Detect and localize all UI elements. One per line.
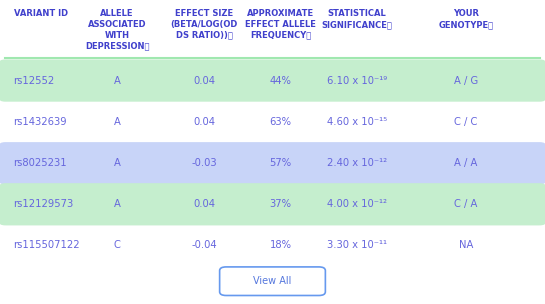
Text: 37%: 37% [270, 199, 292, 209]
FancyBboxPatch shape [220, 267, 325, 295]
Text: 18%: 18% [270, 240, 292, 250]
Text: A: A [114, 117, 120, 126]
Text: 6.10 x 10⁻¹⁹: 6.10 x 10⁻¹⁹ [327, 76, 387, 85]
Text: A: A [114, 199, 120, 209]
Text: rs12552: rs12552 [14, 76, 55, 85]
Text: 4.00 x 10⁻¹²: 4.00 x 10⁻¹² [327, 199, 387, 209]
Text: A / A: A / A [455, 158, 477, 168]
Text: STATISTICAL
SIGNIFICANCEⓘ: STATISTICAL SIGNIFICANCEⓘ [322, 9, 392, 29]
FancyBboxPatch shape [0, 142, 545, 184]
Text: A: A [114, 158, 120, 168]
Text: rs1432639: rs1432639 [14, 117, 67, 126]
Text: 0.04: 0.04 [193, 199, 215, 209]
Text: rs8025231: rs8025231 [14, 158, 67, 168]
Text: A / G: A / G [454, 76, 478, 85]
Text: APPROXIMATE
EFFECT ALLELE
FREQUENCYⓘ: APPROXIMATE EFFECT ALLELE FREQUENCYⓘ [245, 9, 316, 40]
Text: 2.40 x 10⁻¹²: 2.40 x 10⁻¹² [327, 158, 387, 168]
Text: C: C [114, 240, 120, 250]
FancyBboxPatch shape [0, 183, 545, 226]
Text: VARIANT ID: VARIANT ID [14, 9, 68, 18]
Text: 4.60 x 10⁻¹⁵: 4.60 x 10⁻¹⁵ [327, 117, 387, 126]
Text: 44%: 44% [270, 76, 292, 85]
Text: YOUR
GENOTYPEⓘ: YOUR GENOTYPEⓘ [438, 9, 494, 29]
Text: rs12129573: rs12129573 [14, 199, 74, 209]
Text: 0.04: 0.04 [193, 117, 215, 126]
Text: -0.04: -0.04 [191, 240, 217, 250]
Text: 57%: 57% [270, 158, 292, 168]
Text: C / A: C / A [455, 199, 477, 209]
Text: 3.30 x 10⁻¹¹: 3.30 x 10⁻¹¹ [327, 240, 387, 250]
Text: -0.03: -0.03 [191, 158, 217, 168]
Text: 63%: 63% [270, 117, 292, 126]
Text: EFFECT SIZE
(BETA/LOG(OD
DS RATIO))ⓘ: EFFECT SIZE (BETA/LOG(OD DS RATIO))ⓘ [171, 9, 238, 40]
Text: A: A [114, 76, 120, 85]
Text: 0.04: 0.04 [193, 76, 215, 85]
Text: rs115507122: rs115507122 [14, 240, 80, 250]
Text: ALLELE
ASSOCIATED
WITH
DEPRESSIONⓘ: ALLELE ASSOCIATED WITH DEPRESSIONⓘ [85, 9, 149, 50]
FancyBboxPatch shape [0, 60, 545, 102]
Text: NA: NA [459, 240, 473, 250]
Text: C / C: C / C [455, 117, 477, 126]
Text: View All: View All [253, 276, 292, 286]
